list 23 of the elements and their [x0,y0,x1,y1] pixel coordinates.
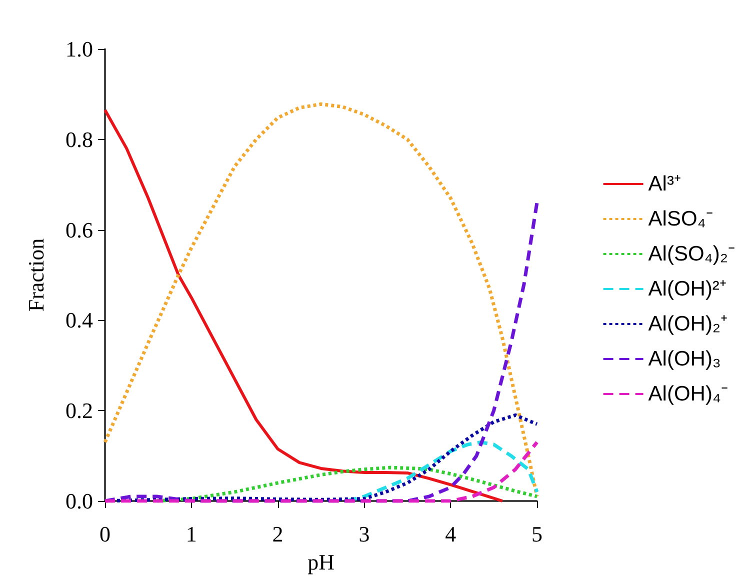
line-series [155,466,539,503]
y-tick-label: 0.4 [66,308,93,333]
x-tick-label: 4 [445,522,456,546]
line-series [345,440,539,503]
legend-label: Al(SO₄)₂⁻ [648,242,736,266]
legend-label: Al(OH)₂⁺ [648,312,728,336]
y-axis-title: Fraction [24,238,48,312]
x-tick-label: 0 [100,522,110,546]
y-tick-label: 0.6 [66,217,93,242]
x-tick-label: 2 [272,522,284,546]
x-axis-title: pH [308,550,335,574]
y-tick-label: 0.8 [66,126,93,152]
x-tick-label: 1 [186,522,197,546]
legend-label: Al(OH)₃ [648,348,721,370]
legend-label: AlSO₄⁻ [648,208,713,230]
legend-label: Al(OH)²⁺ [648,278,726,300]
legend-label: Al(OH)₄⁻ [648,382,728,406]
y-tick-label: 0.2 [66,398,93,424]
y-tick-label: 1.0 [66,36,93,62]
x-tick-label: 5 [532,522,542,546]
x-tick-label: 3 [358,522,370,546]
y-tick-label: 0.0 [66,488,93,514]
legend-label: Al³⁺ [648,172,681,196]
